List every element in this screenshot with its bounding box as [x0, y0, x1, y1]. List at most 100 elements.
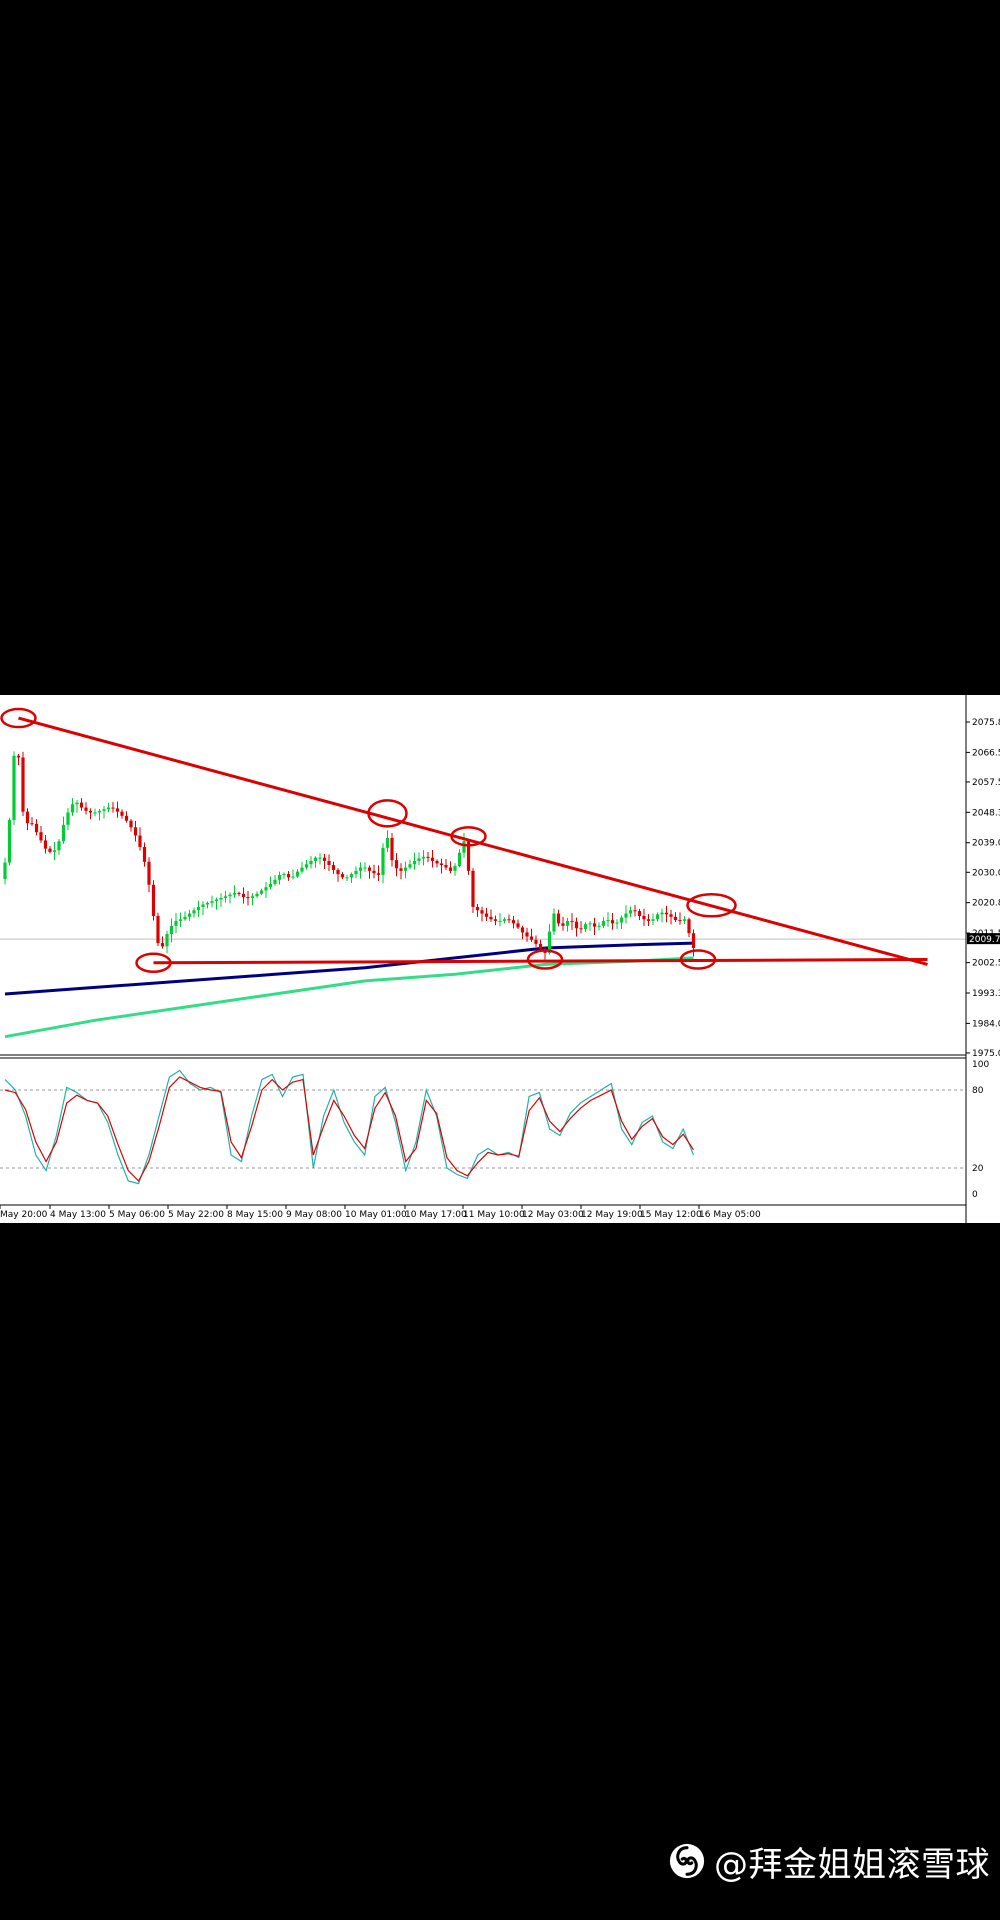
candle-body	[489, 916, 493, 920]
candle-body	[79, 802, 84, 808]
candle-body	[624, 913, 628, 918]
candle-body	[597, 925, 601, 927]
y-tick-label: 1975.05	[972, 1049, 1000, 1059]
candle-body	[43, 840, 48, 849]
candle-body	[70, 804, 75, 813]
candle-body	[615, 922, 619, 924]
candle-body	[376, 873, 381, 875]
candle-body	[169, 925, 174, 935]
candle-body	[106, 807, 111, 810]
candle-body	[259, 890, 264, 894]
candle-body	[210, 901, 214, 903]
candle-body	[390, 837, 394, 861]
candle-body	[205, 902, 210, 905]
candle-body	[660, 912, 664, 915]
candle-body	[300, 867, 304, 872]
candle-body	[511, 920, 516, 924]
candle-body	[579, 928, 583, 930]
candle-body	[345, 877, 349, 879]
candle-body	[174, 920, 178, 926]
current-price-box	[967, 933, 1000, 945]
candle-body	[633, 910, 637, 912]
candle-body	[133, 827, 138, 836]
candle-body	[223, 896, 228, 898]
x-tick-label: 12 May 03:00	[522, 1210, 584, 1220]
x-tick-label: 10 May 17:00	[405, 1210, 467, 1220]
candle-body	[156, 915, 160, 944]
candle-body	[570, 920, 574, 922]
x-tick-label: 9 May 08:00	[286, 1210, 342, 1220]
candle-body	[520, 927, 525, 933]
candle-body	[75, 802, 79, 805]
candle-body	[120, 811, 124, 816]
candle-body	[664, 912, 669, 915]
candle-body	[619, 917, 624, 923]
candle-body	[502, 919, 507, 921]
y-tick-label: 2066.55	[972, 748, 1000, 758]
x-tick-label: 8 May 15:00	[227, 1210, 283, 1220]
candle-body	[493, 919, 498, 921]
y-tick-label: 2020.80	[972, 899, 1000, 909]
candle-body	[304, 864, 309, 868]
candle-body	[237, 892, 241, 894]
candle-body	[691, 933, 696, 949]
chart-panel: 2075.80 2066.55 2057.55 2048.30 2039.05 2030.…	[0, 695, 1000, 1223]
highlight-circle	[450, 826, 487, 847]
candle-body	[547, 931, 552, 953]
candle-body	[516, 923, 520, 928]
candle-body	[372, 870, 376, 874]
candle-body	[574, 921, 579, 929]
candle-body	[475, 906, 480, 911]
y-tick-label: 2002.55	[972, 959, 1000, 969]
horizontal-support-trendline	[153, 958, 928, 965]
candle-body	[462, 841, 466, 853]
candle-body	[421, 856, 426, 859]
candle-body	[556, 913, 561, 924]
candle-body	[142, 846, 147, 862]
candle-body	[52, 850, 57, 852]
stochastic-tick-label: 20	[972, 1164, 984, 1174]
candle-body	[687, 919, 691, 934]
stochastic-tick-label: 80	[972, 1086, 984, 1096]
candle-body	[480, 910, 484, 914]
candle-body	[642, 915, 646, 920]
candle-body	[484, 913, 489, 917]
candle-body	[430, 857, 435, 861]
candle-body	[331, 865, 336, 870]
candle-body	[250, 896, 255, 898]
candle-body	[246, 897, 250, 899]
axes: 2075.80 2066.55 2057.55 2048.30 2039.05 2030.…	[0, 695, 1000, 1223]
candle-body	[448, 867, 453, 871]
candle-body	[592, 923, 597, 927]
candle-body	[529, 936, 534, 940]
candle-body	[30, 823, 34, 825]
candle-body	[57, 841, 61, 851]
candle-body	[403, 867, 408, 871]
candle-body	[228, 894, 232, 897]
candle-body	[286, 874, 291, 878]
candle-body	[241, 893, 246, 898]
candle-body	[340, 874, 345, 878]
candle-body	[358, 867, 363, 871]
candle-body	[354, 870, 358, 875]
chart-svg: 2075.80 2066.55 2057.55 2048.30 2039.05 2030.…	[0, 695, 1000, 1223]
candle-body	[471, 870, 475, 907]
y-tick-label: 2075.80	[972, 718, 1000, 728]
candle-body	[385, 837, 390, 848]
highlight-circle	[367, 799, 408, 828]
candle-body	[610, 920, 615, 924]
candle-body	[39, 832, 43, 841]
candle-body	[115, 808, 120, 812]
snowball-logo-icon	[669, 1843, 705, 1879]
candle-body	[165, 934, 169, 947]
highlight-circle	[0, 707, 37, 729]
candle-body	[408, 864, 412, 868]
candle-body	[327, 860, 331, 866]
candle-body	[3, 862, 7, 880]
candle-body	[669, 914, 673, 917]
candle-body	[93, 812, 97, 814]
candle-body	[178, 919, 183, 921]
candle-body	[282, 874, 286, 876]
candle-body	[97, 810, 102, 813]
candle-body	[88, 810, 93, 813]
